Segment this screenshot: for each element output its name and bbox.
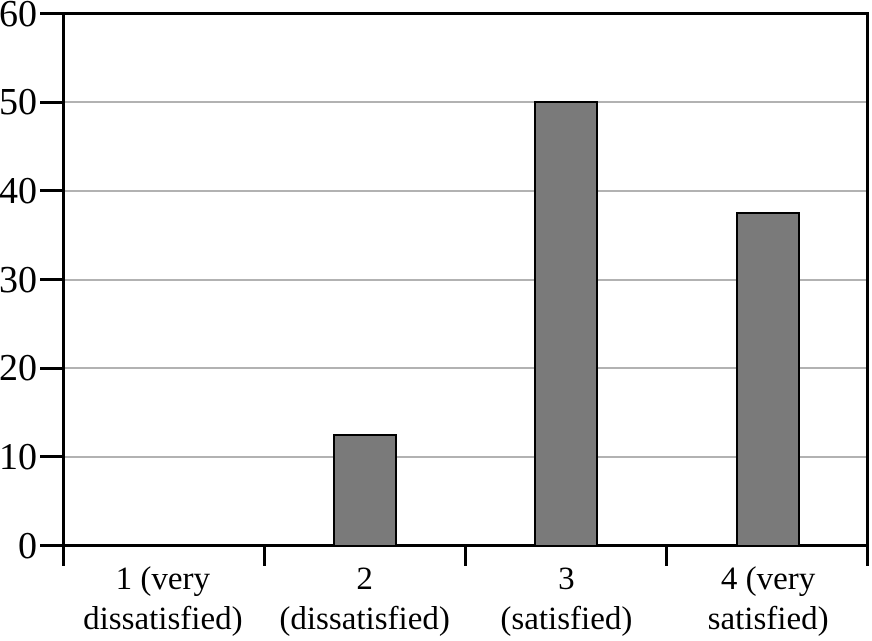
x-axis-category-label: 1 (very dissatisfied): [62, 559, 264, 639]
x-axis-category-label-line: (dissatisfied): [279, 601, 450, 637]
y-axis-tick-label: 30: [0, 258, 37, 301]
x-axis-category-label: 2 (dissatisfied): [264, 559, 466, 639]
bar-category-2: [332, 433, 397, 547]
y-axis-tick-label: 0: [18, 524, 37, 567]
y-axis-tick: [40, 455, 65, 459]
x-axis-category-label-line: (satisfied): [500, 601, 633, 637]
y-axis-tick-label: 60: [0, 0, 37, 35]
y-axis-tick: [40, 12, 65, 15]
bar-category-3: [534, 101, 599, 547]
gridline: [65, 101, 866, 104]
y-axis-tick-label: 20: [0, 347, 37, 390]
x-axis-category-label-line: 3: [558, 561, 575, 597]
gridline: [65, 189, 866, 192]
y-axis-tick-label: 50: [0, 81, 37, 124]
gridline: [65, 367, 866, 370]
x-axis-category-label: 3 (satisfied): [466, 559, 668, 639]
y-axis-tick: [40, 544, 65, 547]
y-axis-tick-label: 10: [0, 435, 37, 478]
x-axis-tick: [665, 547, 668, 566]
x-axis-tick: [263, 547, 266, 566]
x-axis-tick: [866, 547, 869, 566]
x-axis-category-label-line: dissatisfied): [83, 601, 243, 637]
x-axis-category-label: 4 (very satisfied): [667, 559, 869, 639]
y-axis-tick: [40, 189, 65, 193]
x-axis-category-label-line: 2: [356, 561, 373, 597]
x-axis-category-label-line: satisfied): [707, 601, 829, 637]
x-axis-tick: [464, 547, 467, 566]
x-axis-tick: [62, 547, 65, 566]
x-axis-category-label-line: 1 (very: [115, 561, 211, 597]
y-axis-tick: [40, 278, 65, 281]
bar-category-4: [736, 212, 801, 547]
y-axis-tick-label: 40: [0, 169, 37, 212]
x-axis-category-label-line: 4 (very: [720, 561, 816, 597]
y-axis-tick: [40, 366, 65, 370]
gridline: [65, 278, 866, 281]
y-axis-tick: [40, 100, 65, 104]
gridline: [65, 455, 866, 458]
